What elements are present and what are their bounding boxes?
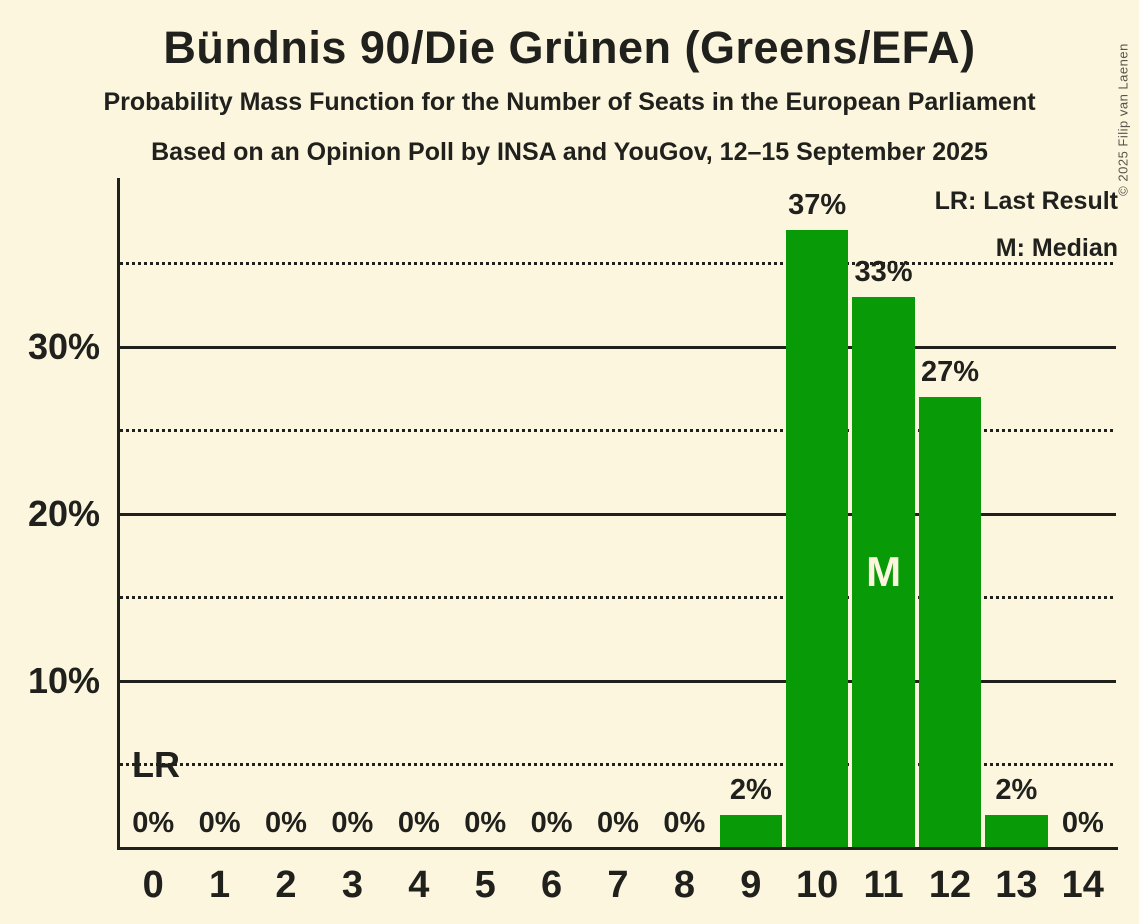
x-axis-tick-label-11: 11 bbox=[863, 864, 904, 906]
x-axis-tick-label-14: 14 bbox=[1061, 864, 1104, 906]
y-axis-tick-label: 30% bbox=[27, 326, 100, 367]
bar-slot-14: 0% 14 bbox=[1050, 180, 1116, 906]
x-axis-tick-label-7: 7 bbox=[607, 864, 629, 906]
bar-slot-10: 37% 10 bbox=[784, 180, 850, 906]
bar-value-label-1: 0% bbox=[198, 807, 241, 839]
bar-value-label-9: 2% bbox=[729, 773, 772, 806]
bar-value-label-10: 37% bbox=[788, 189, 847, 222]
x-axis-tick-label-5: 5 bbox=[474, 864, 496, 906]
y-axis-tick-label: 20% bbox=[27, 493, 100, 534]
chart-subtitle: Probability Mass Function for the Number… bbox=[103, 88, 1036, 116]
gridline-15pct bbox=[120, 596, 1116, 599]
chart-title: Bündnis 90/Die Grünen (Greens/EFA) bbox=[163, 22, 976, 73]
bar-value-label-6: 0% bbox=[530, 807, 573, 839]
bar-slot-4: 0% 4 bbox=[386, 180, 452, 906]
chart-source-line: Based on an Opinion Poll by INSA and You… bbox=[151, 138, 988, 166]
bar-value-label-8: 0% bbox=[663, 807, 706, 839]
bar-slot-11: M 33% 11 bbox=[850, 180, 916, 906]
x-axis-tick-label-4: 4 bbox=[408, 864, 430, 906]
bar-value-label-3: 0% bbox=[331, 807, 374, 839]
y-axis-line bbox=[117, 178, 120, 848]
x-axis-tick-label-0: 0 bbox=[142, 864, 164, 906]
legend-last-result: LR: Last Result bbox=[934, 187, 1118, 215]
gridline-10pct bbox=[120, 679, 1116, 683]
bar-value-label-5: 0% bbox=[464, 807, 507, 839]
bar-slot-12: 27% 12 bbox=[917, 180, 983, 906]
gridline-30pct bbox=[120, 345, 1116, 349]
x-axis-tick-label-12: 12 bbox=[928, 864, 972, 906]
x-axis-tick-label-8: 8 bbox=[673, 864, 695, 906]
gridline-35pct bbox=[120, 262, 1116, 265]
bar-slot-2: 0% 2 bbox=[253, 180, 319, 906]
bar-10 bbox=[786, 230, 849, 848]
copyright-text: © 2025 Filip van Laenen bbox=[1115, 43, 1131, 196]
bar-slot-3: 0% 3 bbox=[319, 180, 385, 906]
bar-slot-0: 0% 0 bbox=[120, 180, 186, 906]
x-axis-tick-label-6: 6 bbox=[541, 864, 563, 906]
bar-value-label-13: 2% bbox=[995, 773, 1038, 806]
gridline-25pct bbox=[120, 429, 1116, 432]
bar-slot-1: 0% 1 bbox=[186, 180, 252, 906]
bar-value-label-11: 33% bbox=[854, 255, 913, 288]
bar-slot-5: 0% 5 bbox=[452, 180, 518, 906]
bar-value-label-4: 0% bbox=[397, 807, 440, 839]
bar-value-label-14: 0% bbox=[1061, 807, 1104, 839]
bar-value-label-12: 27% bbox=[920, 356, 980, 389]
bar-value-label-7: 0% bbox=[597, 807, 639, 839]
x-axis-tick-label-9: 9 bbox=[740, 864, 762, 906]
gridline-5pct bbox=[120, 763, 1116, 766]
x-axis-tick-label-13: 13 bbox=[995, 864, 1038, 906]
x-axis-tick-label-2: 2 bbox=[275, 864, 297, 906]
legend-median: M: Median bbox=[995, 234, 1118, 262]
x-axis-line bbox=[117, 847, 1118, 850]
bar-value-label-0: 0% bbox=[132, 807, 175, 839]
bar-slot-13: 2% 13 bbox=[983, 180, 1049, 906]
last-result-marker: LR bbox=[132, 743, 180, 785]
bar-11: M bbox=[852, 296, 915, 848]
bar-slot-9: 2% 9 bbox=[718, 180, 784, 906]
bar-value-label-2: 0% bbox=[265, 807, 307, 839]
bar-9 bbox=[719, 814, 782, 848]
plot-area: 10% 20% 30% 0% 0 0% 1 0% 2 0% 3 0% 4 0% 5 0% 6 0% 7 0% 8 2% 9 3… bbox=[28, 178, 1118, 906]
median-marker: M bbox=[866, 548, 902, 596]
y-axis-tick-label: 10% bbox=[27, 660, 100, 701]
x-axis-tick-label-3: 3 bbox=[341, 864, 363, 906]
bar-12 bbox=[918, 397, 982, 848]
bar-13 bbox=[985, 814, 1048, 848]
bar-slot-8: 0% 8 bbox=[651, 180, 717, 906]
x-axis-tick-label-1: 1 bbox=[209, 864, 231, 906]
gridline-20pct bbox=[120, 512, 1116, 516]
x-axis-tick-label-10: 10 bbox=[796, 864, 839, 906]
bar-slot-7: 0% 7 bbox=[585, 180, 651, 906]
bar-slot-6: 0% 6 bbox=[518, 180, 584, 906]
